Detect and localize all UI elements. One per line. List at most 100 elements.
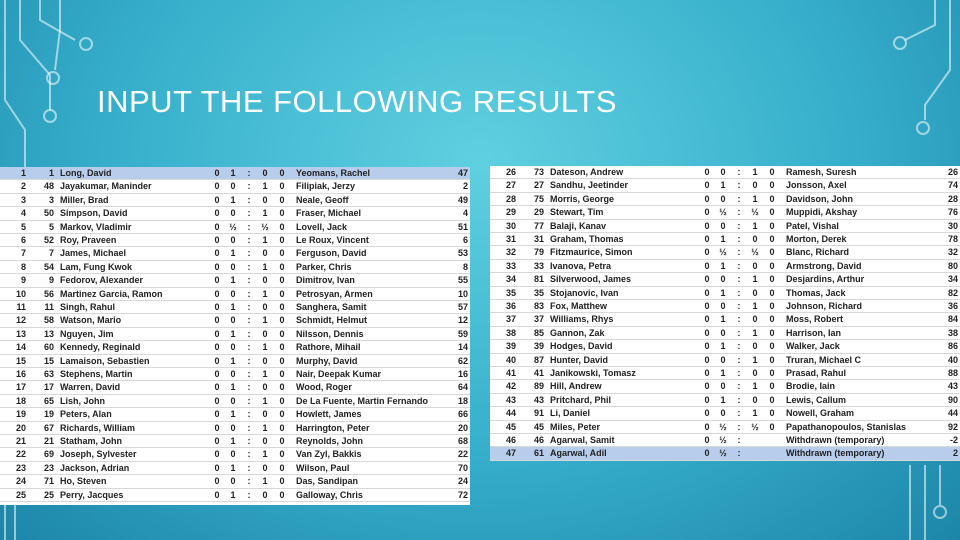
black-no: 12 — [457, 315, 468, 326]
separator: : — [247, 328, 251, 339]
board: 18 — [15, 395, 26, 406]
white-name: Markov, Vladimir — [60, 221, 132, 232]
black-no: 4 — [462, 208, 468, 219]
white-result: 1 — [230, 302, 236, 312]
black-points: 0 — [769, 260, 775, 271]
table-row: 23 23 Jackson, Adrian 0 1:0 0 Wilson, Paul 70 — [0, 462, 470, 476]
black-name: Ramesh, Suresh — [786, 167, 857, 177]
white-no: 58 — [43, 315, 54, 326]
black-result: 1 — [262, 395, 268, 406]
black-name: Muppidi, Akshay — [786, 207, 858, 218]
black-name: Das, Sandipan — [296, 476, 359, 487]
black-result: 1 — [262, 208, 268, 219]
black-name: Yeomans, Rachel — [296, 168, 371, 178]
board: 21 — [15, 436, 26, 446]
table-row: 4 50 Simpson, David 0 0:1 0 Fraser, Michael 4 — [0, 207, 470, 221]
table-row: 13 13 Nguyen, Jim 0 1:0 0 Nilsson, Dennis 59 — [0, 328, 470, 342]
table-row: 31 31 Graham, Thomas 0 1:0 0 Morton, Derek 78 — [490, 233, 960, 247]
black-result: 0 — [262, 302, 268, 312]
black-no: 14 — [457, 342, 468, 353]
white-points: 0 — [704, 314, 710, 325]
black-points: 0 — [279, 489, 285, 500]
white-points: 0 — [704, 220, 710, 231]
white-name: Ivanova, Petra — [550, 260, 612, 271]
black-points: 0 — [279, 261, 285, 272]
black-result: 0 — [262, 462, 268, 473]
black-name: Nair, Deepak Kumar — [296, 369, 382, 379]
white-result: 0 — [230, 476, 236, 487]
separator: : — [737, 274, 741, 285]
board: 1 — [20, 168, 26, 178]
white-points: 0 — [704, 260, 710, 271]
separator: : — [247, 449, 251, 460]
white-name: Jackson, Adrian — [60, 462, 130, 473]
separator: : — [247, 476, 251, 487]
black-name: Nowell, Graham — [786, 408, 855, 419]
table-row: 18 65 Lish, John 0 0:1 0 De La Fuente, Martin … — [0, 395, 470, 409]
table-row: 10 56 Martinez Garcia, Ramon 0 0:1 0 Petrosyan… — [0, 288, 470, 301]
white-name: Stojanovic, Ivan — [550, 287, 619, 298]
black-points: 0 — [769, 167, 775, 177]
table-row: 43 43 Pritchard, Phil 0 1:0 0 Lewis, Callum 90 — [490, 394, 960, 408]
white-no: 46 — [533, 435, 544, 445]
separator: : — [247, 395, 251, 406]
white-result: 1 — [230, 409, 236, 420]
white-points: 0 — [704, 193, 710, 204]
white-result: 1 — [720, 368, 726, 378]
table-row: 44 91 Li, Daniel 0 0:1 0 Nowell, Graham 44 — [490, 407, 960, 421]
white-points: 0 — [704, 394, 710, 405]
white-no: 89 — [533, 381, 544, 392]
black-name: Le Roux, Vincent — [296, 235, 369, 245]
white-result: 1 — [230, 462, 236, 473]
black-name: Reynolds, John — [296, 436, 364, 446]
white-result: 1 — [230, 275, 236, 286]
white-points: 0 — [704, 287, 710, 298]
black-points: 0 — [279, 221, 285, 232]
white-no: 65 — [43, 395, 54, 406]
white-name: Martinez Garcia, Ramon — [60, 288, 163, 299]
white-no: 1 — [48, 168, 54, 178]
white-points: 0 — [214, 462, 220, 473]
white-no: 69 — [43, 449, 54, 460]
board: 35 — [505, 287, 516, 298]
black-points: 0 — [769, 368, 775, 378]
table-row: 20 67 Richards, William 0 0:1 0 Harrington, Pe… — [0, 422, 470, 435]
white-name: Fitzmaurice, Simon — [550, 247, 633, 258]
table-row: 42 89 Hill, Andrew 0 0:1 0 Brodie, Iain 43 — [490, 380, 960, 394]
black-result: 0 — [752, 180, 758, 191]
white-name: Fox, Matthew — [550, 301, 608, 311]
black-name: Rathore, Mihail — [296, 342, 361, 353]
black-name: Armstrong, David — [786, 260, 862, 271]
black-points: 0 — [769, 381, 775, 392]
table-row: 17 17 Warren, David 0 1:0 0 Wood, Roger 64 — [0, 381, 470, 395]
white-name: Silverwood, James — [550, 274, 632, 285]
white-name: Gannon, Zak — [550, 327, 605, 338]
black-points: 0 — [279, 194, 285, 205]
black-name: Filipiak, Jerzy — [296, 181, 356, 192]
black-points: 0 — [279, 328, 285, 339]
table-row: 21 21 Statham, John 0 1:0 0 Reynolds, John 68 — [0, 435, 470, 449]
white-no: 35 — [533, 287, 544, 298]
white-result: 1 — [230, 382, 236, 393]
black-result: ½ — [751, 207, 759, 218]
black-points: 0 — [279, 315, 285, 326]
black-no: 74 — [947, 180, 958, 191]
black-name: Davidson, John — [786, 193, 854, 204]
black-no: 76 — [947, 207, 958, 218]
white-result: 0 — [230, 235, 236, 245]
black-points: 0 — [279, 409, 285, 420]
black-points: 0 — [769, 341, 775, 352]
black-points: 0 — [769, 287, 775, 298]
black-result: 0 — [752, 394, 758, 405]
board: 40 — [505, 354, 516, 365]
black-points: 0 — [279, 395, 285, 406]
white-result: 0 — [720, 327, 726, 338]
white-points: 0 — [214, 315, 220, 326]
white-result: 0 — [720, 354, 726, 365]
table-row: 25 25 Perry, Jacques 0 1:0 0 Galloway, Chris 72 — [0, 489, 470, 502]
separator: : — [737, 260, 741, 271]
white-no: 71 — [43, 476, 54, 487]
board: 38 — [505, 327, 516, 338]
white-result: 0 — [720, 220, 726, 231]
black-points: 0 — [769, 180, 775, 191]
